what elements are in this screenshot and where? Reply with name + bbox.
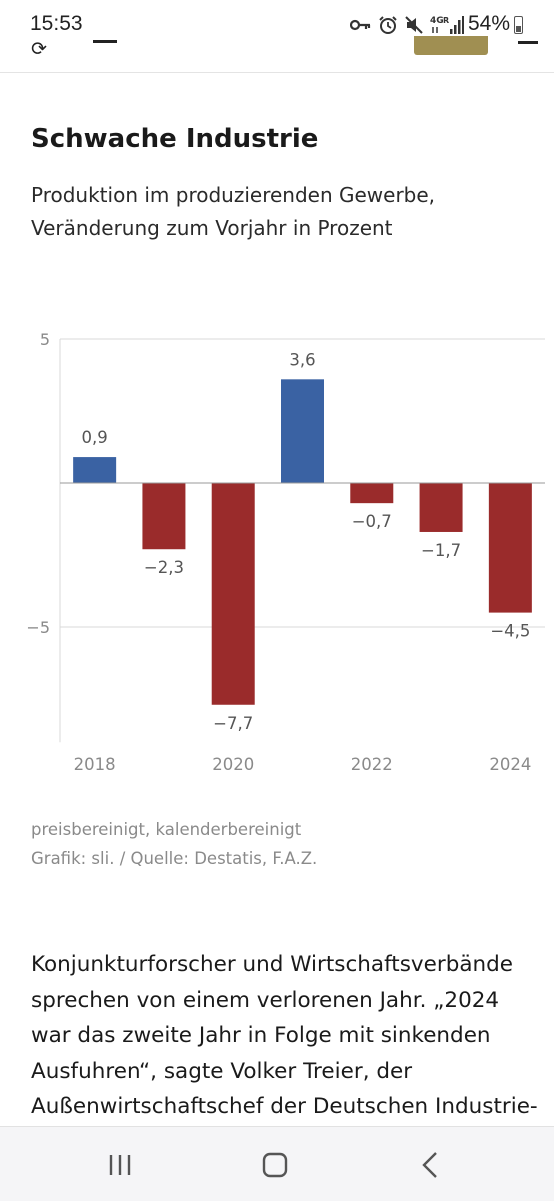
4g-signal-icon: 4G R	[430, 16, 464, 34]
notification-dash-icon	[93, 40, 117, 43]
x-tick-label: 2018	[74, 755, 116, 774]
data-label: 0,9	[82, 428, 108, 447]
data-label: −4,5	[490, 622, 530, 641]
bar	[211, 483, 255, 705]
chart-source: Grafik: sli. / Quelle: Destatis, F.A.Z.	[31, 849, 318, 868]
back-icon	[422, 1152, 437, 1178]
x-tick-label: 2022	[351, 755, 393, 774]
home-icon	[262, 1152, 288, 1178]
y-tick-label: 5	[40, 330, 50, 349]
subscribe-button[interactable]	[414, 36, 488, 55]
data-label: −1,7	[421, 541, 461, 560]
svg-text:4G: 4G	[430, 16, 444, 26]
navigation-bar	[0, 1126, 554, 1201]
sync-icon: ⟳	[31, 38, 47, 60]
menu-dash-icon[interactable]	[518, 41, 538, 44]
status-bar: 15:53 ⟳ 4G R 54%	[0, 0, 554, 73]
svg-text:R: R	[443, 16, 449, 25]
article-paragraph: Konjunkturforscher und Wirtschaftsverbän…	[31, 952, 538, 1119]
home-button[interactable]	[245, 1145, 305, 1185]
bar-chart: 5 −5 0,9 −2,3 −7,7 3,6 −0,7 −1,7 −4,5 2018 2020 202…	[26, 330, 545, 774]
battery-icon	[514, 16, 523, 34]
y-tick-label: −5	[26, 618, 50, 637]
data-label: 3,6	[289, 350, 315, 369]
chart-subtitle: Produktion im produzierenden Gewerbe, Ve…	[31, 183, 436, 240]
bar	[281, 379, 324, 483]
back-button[interactable]	[400, 1145, 460, 1185]
bar	[350, 483, 394, 504]
status-time: 15:53	[30, 12, 83, 35]
mute-icon	[405, 16, 423, 34]
data-label: −7,7	[213, 714, 253, 733]
x-tick-label: 2020	[212, 755, 254, 774]
chart-note: preisbereinigt, kalenderbereinigt	[31, 820, 302, 839]
data-label: −0,7	[352, 512, 392, 531]
chart-title: Schwache Industrie	[31, 124, 319, 154]
bar	[488, 483, 532, 613]
data-label: −2,3	[144, 558, 184, 577]
bar	[419, 483, 463, 532]
battery-percent: 54%	[468, 12, 511, 35]
bar	[73, 457, 117, 483]
alarm-icon	[379, 16, 397, 34]
status-icons: 4G R	[350, 14, 464, 36]
recent-apps-button[interactable]	[90, 1145, 150, 1185]
recent-apps-icon	[109, 1155, 131, 1175]
x-tick-label: 2024	[489, 755, 531, 774]
vpn-key-icon	[350, 19, 371, 31]
bar	[142, 483, 186, 550]
